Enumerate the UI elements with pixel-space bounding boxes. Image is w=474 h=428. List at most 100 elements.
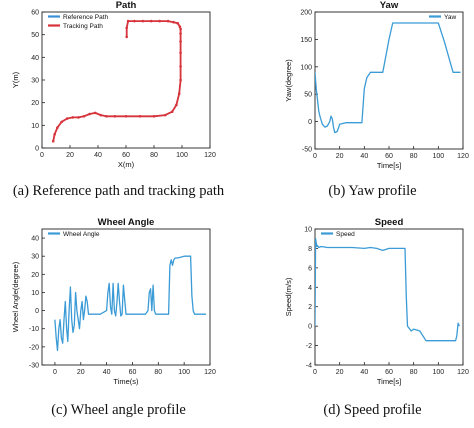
series-line-0 [315, 238, 460, 342]
y-tick-label: 40 [31, 55, 39, 62]
tracking-point [99, 113, 103, 117]
tracking-point [158, 19, 161, 23]
x-axis-label: Time[s] [377, 377, 401, 386]
y-tick-label: -4 [306, 363, 312, 370]
tracking-point [125, 35, 128, 39]
caption-d: (d) Speed profile [323, 402, 422, 418]
y-tick-label: 0 [35, 308, 39, 315]
x-tick-label: 0 [53, 369, 57, 376]
y-tick-label: 60 [31, 10, 39, 17]
y-tick-label: 20 [31, 100, 39, 107]
y-tick-label: 150 [300, 37, 312, 44]
x-tick-label: 40 [94, 152, 102, 159]
tracking-point [179, 78, 182, 82]
x-tick-label: 100 [176, 152, 188, 159]
chart-title: Speed [375, 217, 404, 228]
x-tick-label: 100 [178, 369, 190, 376]
plot-frame [314, 228, 464, 366]
y-tick-label: 0 [308, 119, 312, 126]
y-tick-label: 20 [31, 272, 39, 279]
y-axis-label: Yaw(degree) [284, 59, 293, 102]
caption-c: (c) Wheel angle profile [51, 402, 186, 418]
chart-title: Path [116, 0, 137, 11]
series-line-0 [52, 20, 182, 142]
y-tick-label: 40 [31, 236, 39, 243]
tracking-point [172, 20, 175, 24]
x-tick-label: 100 [432, 369, 444, 376]
y-tick-label: -10 [29, 326, 39, 333]
tracking-point [113, 114, 117, 118]
tracking-point [179, 65, 182, 68]
series-line-1 [52, 20, 182, 142]
y-tick-label: 6 [308, 265, 312, 272]
x-tick-label: 60 [385, 369, 393, 376]
tracking-point [82, 114, 86, 118]
tracking-point [71, 116, 75, 119]
x-tick-label: 0 [313, 369, 317, 376]
tracking-point [176, 22, 180, 25]
y-tick-label: 10 [31, 290, 39, 297]
y-tick-label: 4 [308, 285, 312, 292]
tracking-point [141, 19, 145, 23]
tracking-point [138, 114, 142, 118]
x-tick-label: 80 [410, 153, 418, 160]
tracking-point [65, 117, 69, 120]
tracking-point [77, 116, 80, 119]
x-axis-label: Time[s] [377, 161, 401, 170]
legend-label: Yaw [444, 14, 456, 21]
legend-label: Reference Path [63, 14, 109, 21]
tracking-point [179, 32, 182, 35]
x-tick-label: 40 [360, 153, 368, 160]
x-tick-label: 20 [77, 369, 85, 376]
wheel-angle-chart: Wheel Angle 0 20 40 60 80 100 120 -30 -20 -10 0 10 20… [11, 217, 216, 386]
y-axis-label: Wheel Angle(degree) [11, 261, 20, 332]
tracking-point [51, 139, 55, 143]
tracking-point [93, 111, 97, 115]
tracking-point [149, 19, 153, 23]
x-tick-label: 40 [103, 369, 111, 376]
tracking-point [105, 114, 108, 118]
y-tick-label: 50 [304, 92, 312, 99]
tracking-point [179, 27, 182, 31]
caption-a: (a) Reference path and tracking path [12, 183, 225, 199]
tracking-point [175, 103, 178, 107]
y-tick-label: 100 [300, 64, 312, 71]
y-tick-label: 0 [308, 324, 312, 331]
tracking-point [125, 26, 128, 30]
tracking-point [166, 19, 170, 23]
y-axis-label: Y(m) [11, 71, 20, 88]
speed-chart: Speed 0 20 40 60 80 100 120 -4 -2 0 2 4 6 8 10 Time[s] Sp… [284, 217, 469, 386]
tracking-point [179, 51, 182, 55]
tracking-point [177, 92, 181, 95]
x-tick-label: 80 [410, 369, 418, 376]
x-tick-label: 0 [313, 153, 317, 160]
tracking-point [152, 114, 156, 118]
y-tick-label: -20 [29, 344, 39, 351]
chart-title: Wheel Angle [98, 217, 155, 228]
series-line-0 [315, 22, 461, 134]
x-tick-label: 20 [336, 153, 344, 160]
tracking-point [170, 110, 174, 114]
x-tick-label: 100 [432, 153, 444, 160]
y-tick-label: -50 [302, 147, 312, 154]
tracking-point [53, 133, 56, 136]
tracking-point [60, 120, 63, 124]
x-tick-label: 120 [204, 369, 216, 376]
tracking-point [178, 25, 182, 29]
x-tick-label: 60 [122, 152, 130, 159]
legend-label: Wheel Angle [63, 231, 100, 238]
y-tick-label: 10 [31, 123, 39, 130]
y-tick-label: 30 [31, 78, 39, 85]
y-tick-label: -30 [29, 363, 39, 370]
tracking-point [126, 19, 130, 23]
y-tick-label: 10 [304, 227, 312, 234]
tracking-point [88, 112, 91, 116]
plot-frame [41, 228, 211, 366]
x-axis-label: X(m) [118, 160, 135, 169]
x-tick-label: 80 [154, 369, 162, 376]
series-line-0 [54, 255, 207, 352]
tracking-point [179, 40, 182, 43]
x-tick-label: 0 [40, 152, 44, 159]
